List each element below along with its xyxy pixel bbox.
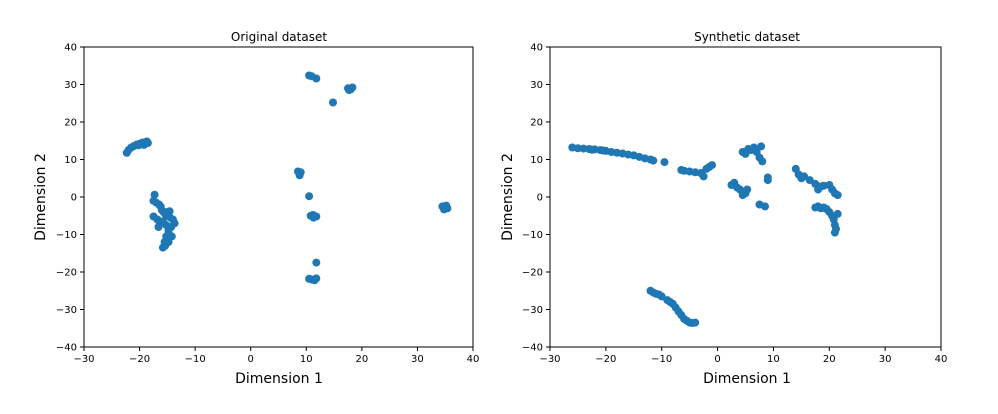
synthetic-x-tick-label: 30 (879, 354, 892, 365)
synthetic-x-tick-label: −10 (651, 354, 672, 365)
original-data-point (150, 190, 159, 199)
synthetic-data-point (830, 228, 839, 237)
original-y-tick-label: 30 (64, 80, 77, 91)
synthetic-dataset-title: Synthetic dataset (694, 30, 800, 44)
original-data-point (134, 141, 143, 150)
synthetic-y-tick-label: 20 (530, 118, 543, 129)
original-dataset-title: Original dataset (231, 30, 327, 44)
original-y-axis-label: Dimension 2 (33, 153, 49, 241)
synthetic-data-point (699, 172, 708, 181)
original-y-tick-label: 0 (71, 193, 77, 204)
synthetic-y-tick-label: −10 (522, 230, 543, 241)
synthetic-data-point (654, 290, 663, 299)
original-data-point (305, 192, 314, 201)
original-data-point (442, 201, 451, 210)
synthetic-data-point (805, 176, 814, 185)
synthetic-y-axis-label: Dimension 2 (500, 153, 516, 241)
original-x-tick-label: −30 (73, 354, 94, 365)
original-plot-frame (83, 46, 474, 348)
original-data-point (312, 258, 321, 267)
synthetic-data-point (738, 191, 747, 200)
synthetic-dataset-panel: Synthetic dataset Dimension 1 Dimension … (500, 30, 947, 387)
original-data-point (295, 171, 304, 180)
synthetic-x-tick-label: −20 (595, 354, 616, 365)
synthetic-x-tick-label: 0 (714, 354, 720, 365)
original-data-point (165, 207, 174, 216)
synthetic-x-tick-label: 20 (823, 354, 836, 365)
synthetic-y-tick-label: 30 (530, 80, 543, 91)
original-points (122, 71, 452, 285)
synthetic-y-tick-label: −20 (522, 268, 543, 279)
synthetic-x-tick-label: −30 (539, 354, 560, 365)
synthetic-points (568, 142, 842, 327)
synthetic-data-point (743, 185, 752, 194)
synthetic-y-tick-label: 40 (530, 43, 543, 54)
synthetic-data-point (755, 200, 764, 209)
synthetic-y-tick-label: 0 (537, 193, 543, 204)
synthetic-x-axis-label: Dimension 1 (703, 371, 791, 387)
original-y-tick-label: 10 (64, 155, 77, 166)
original-x-tick-label: −10 (185, 354, 206, 365)
original-x-tick-label: 0 (248, 354, 254, 365)
original-data-point (329, 98, 337, 107)
synthetic-data-point (757, 142, 766, 151)
original-data-point (312, 74, 321, 83)
original-data-point (162, 221, 171, 230)
synthetic-data-point (758, 157, 767, 166)
synthetic-x-tick-label: 10 (767, 354, 780, 365)
original-x-tick-label: 20 (355, 354, 368, 365)
synthetic-y-tick-label: −30 (522, 305, 543, 316)
synthetic-y-tick-label: −40 (522, 343, 543, 354)
original-data-point (345, 86, 354, 95)
original-x-tick-label: 40 (467, 354, 480, 365)
synthetic-data-point (763, 173, 772, 182)
synthetic-data-point (649, 156, 658, 165)
original-data-point (167, 232, 176, 241)
original-y-tick-label: −40 (56, 343, 77, 354)
original-x-tick-label: 10 (300, 354, 313, 365)
synthetic-data-point (833, 191, 842, 200)
original-y-tick-label: −30 (56, 305, 77, 316)
original-y-tick-label: 40 (64, 43, 77, 54)
original-x-tick-label: 30 (411, 354, 424, 365)
original-y-tick-label: −10 (56, 230, 77, 241)
original-y-tick-label: 20 (64, 118, 77, 129)
synthetic-data-point (691, 318, 700, 327)
original-x-axis-label: Dimension 1 (235, 371, 323, 387)
original-dataset-panel: Original dataset Dimension 1 Dimension 2… (33, 30, 479, 387)
synthetic-x-tick-label: 40 (935, 354, 948, 365)
original-data-point (309, 211, 317, 219)
synthetic-y-tick-label: 10 (530, 155, 543, 166)
original-data-point (312, 274, 321, 283)
original-y-tick-label: −20 (56, 268, 77, 279)
synthetic-data-point (660, 158, 669, 167)
synthetic-data-point (833, 209, 842, 218)
synthetic-data-point (708, 161, 716, 170)
original-x-tick-label: −20 (129, 354, 150, 365)
original-data-point (154, 223, 163, 231)
synthetic-data-point (666, 298, 675, 306)
